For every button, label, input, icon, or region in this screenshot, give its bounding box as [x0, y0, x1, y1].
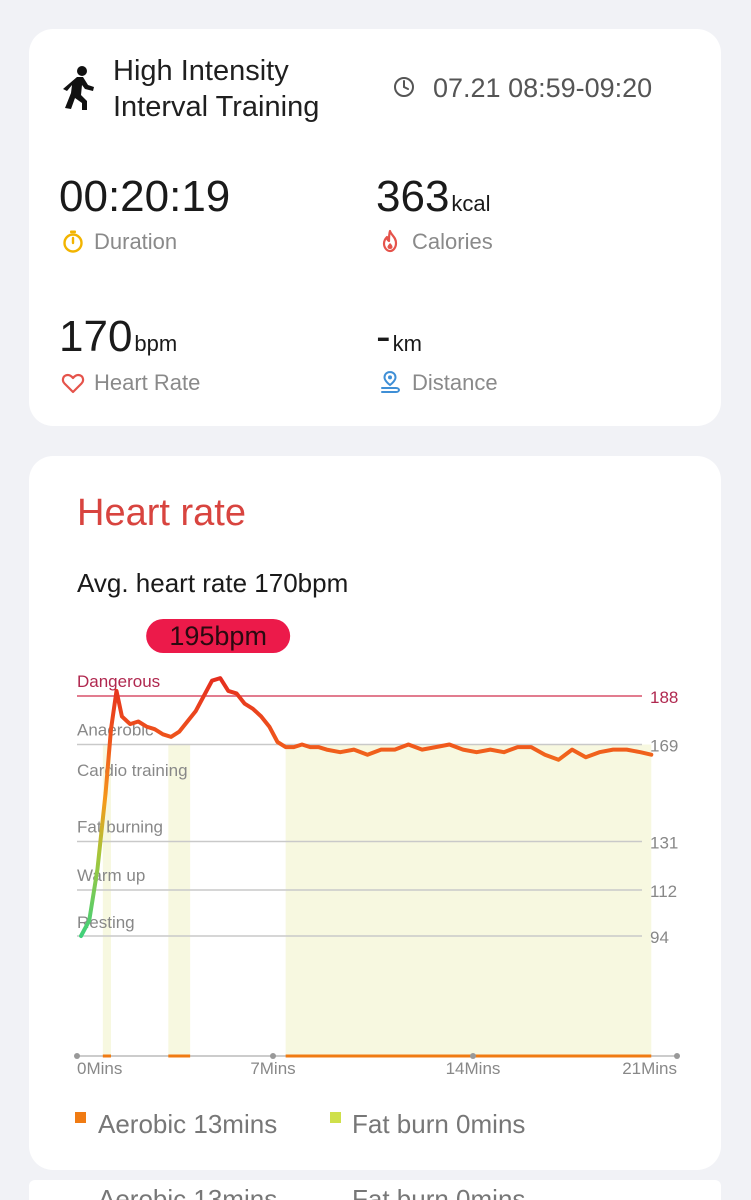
x-tick-dot: [74, 1053, 80, 1059]
distance-unit: km: [392, 331, 422, 356]
clock-icon: [394, 77, 414, 97]
x-tick-dot: [674, 1053, 680, 1059]
zone-highlight-band: [102, 744, 112, 1056]
zone-highlight-band: [168, 744, 191, 1056]
fat-burn-legend-label: Fat burn 0mins: [352, 1109, 526, 1139]
calories-value: 363kcal: [376, 173, 491, 228]
heart-rate-label: Heart Rate: [94, 370, 201, 395]
x-tick-label: 7Mins: [250, 1059, 295, 1078]
aerobic-legend-swatch: [75, 1112, 86, 1123]
workout-title: High Intensity Interval Training: [113, 55, 320, 123]
avg-heart-rate: Avg. heart rate 170bpm: [77, 568, 349, 598]
heart-icon: [61, 373, 85, 394]
fat-burn-legend-label-partial: Fat burn 0mins: [352, 1184, 526, 1200]
duration-value: 00:20:19: [59, 173, 230, 221]
zone-label: Dangerous: [77, 672, 160, 691]
distance-value: -km: [376, 313, 422, 368]
distance-number: -: [376, 312, 391, 361]
x-tick-dot: [470, 1053, 476, 1059]
stopwatch-icon: [63, 230, 83, 253]
fat-burn-legend-swatch: [330, 1112, 341, 1123]
next-legend-row-partial: Aerobic 13mins Fat burn 0mins: [29, 1180, 721, 1200]
threshold-label: 94: [650, 928, 669, 947]
distance-label: Distance: [412, 370, 498, 395]
heart-rate-unit: bpm: [134, 331, 178, 356]
duration-number: 00:20:19: [59, 172, 231, 221]
heart-rate-number: 170: [59, 312, 133, 361]
x-tick-label: 14Mins: [446, 1059, 501, 1078]
aerobic-legend-label-partial: Aerobic 13mins: [98, 1184, 278, 1200]
peak-badge: [146, 619, 291, 653]
threshold-label: 112: [650, 882, 677, 901]
workout-time-range: 07.21 08:59-09:20: [433, 73, 653, 103]
zone-label: Fat burning: [77, 818, 163, 837]
flame-icon: [382, 229, 398, 253]
heart-rate-title: Heart rate: [77, 492, 246, 534]
peak-value-label: 195bpm: [169, 621, 267, 651]
threshold-label: 169: [650, 737, 678, 756]
aerobic-legend-label: Aerobic 13mins: [98, 1109, 278, 1139]
heart-rate-line: [79, 676, 654, 938]
heart-rate-value: 170bpm: [59, 313, 177, 368]
threshold-label: 131: [650, 834, 678, 853]
x-tick-label: 0Mins: [77, 1059, 122, 1078]
heart-rate-card[interactable]: Heart rate Avg. heart rate 170bpm 188 169…: [29, 456, 721, 1170]
x-tick-dot: [270, 1053, 276, 1059]
location-pin-icon: [381, 370, 401, 393]
x-tick-label: 21Mins: [622, 1059, 677, 1078]
zone-highlight-band: [285, 744, 652, 1056]
calories-unit: kcal: [451, 191, 491, 216]
calories-label: Calories: [412, 229, 493, 254]
running-person-icon: [63, 66, 94, 110]
workout-summary-card: High Intensity Interval Training 07.21 0…: [29, 29, 721, 426]
duration-label: Duration: [94, 229, 178, 254]
zone-label: Cardio training: [77, 761, 188, 780]
zone-label: Warm up: [77, 866, 145, 885]
calories-number: 363: [376, 172, 450, 221]
zone-label: Anaerobic: [77, 721, 154, 740]
heart-rate-chart[interactable]: 188 169 131 112 94 Dangerous Anaerobic Cardio t…: [29, 606, 721, 1086]
threshold-label: 188: [650, 688, 678, 707]
